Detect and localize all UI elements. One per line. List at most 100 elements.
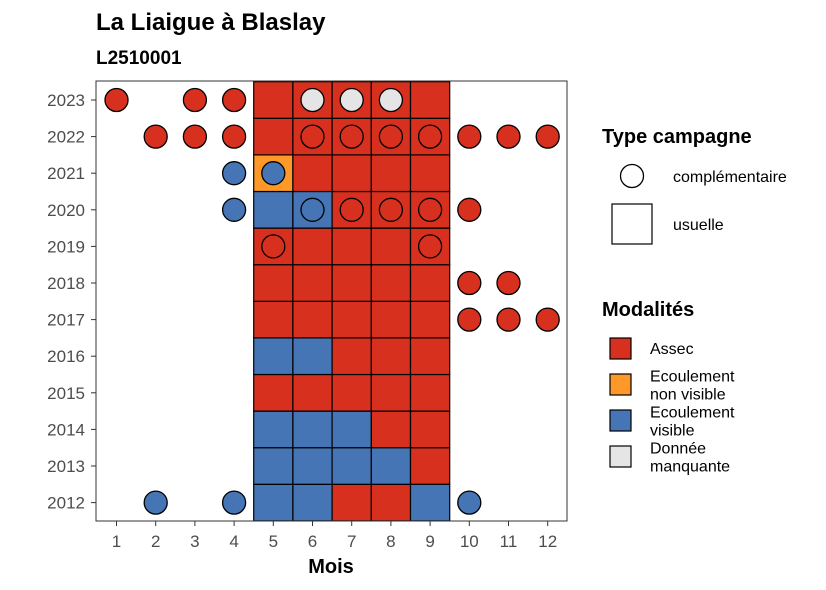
tile-2022-6 [292,117,333,156]
legend-label-ecoulement-visible: Ecoulement [650,405,735,422]
point-2023-3 [182,87,208,113]
legend-square-key [611,203,653,245]
legend-label-ecoulement-visible: visible [650,423,695,440]
point-2022-3 [182,124,208,149]
tile-2017-8 [370,300,412,339]
point-2022-11 [496,124,521,149]
x-tick-label: 3 [190,532,199,551]
y-tick-label: 2016 [47,347,85,366]
point-2023-7 [339,87,364,113]
tile-2017-6 [292,300,333,339]
x-tick-label: 6 [308,532,317,551]
tile-2015-9 [409,373,451,412]
y-tick-label: 2020 [47,201,85,220]
x-tick-label: 4 [229,532,238,551]
tile-2023-9 [409,81,451,119]
tile-2021-9 [409,154,451,193]
x-tick-label: 12 [538,532,557,551]
x-tick-label: 5 [269,532,278,551]
y-tick-label: 2018 [47,274,85,293]
tile-2013-6 [292,447,333,485]
tile-2021-8 [370,154,412,193]
tile-2020-5 [253,190,294,229]
x-tick-label: 2 [151,532,160,551]
legend-key-ecoulement-visible [609,409,632,432]
y-tick-label: 2015 [47,384,85,403]
point-2019-9 [417,234,443,259]
x-tick-label: 11 [500,532,518,551]
point-2023-6 [300,87,325,113]
point-2012-2 [143,490,168,515]
point-2023-1 [104,87,129,113]
tile-2021-6 [292,154,333,193]
y-tick-label: 2013 [47,457,85,476]
legend-label-donn-e-manquante: manquante [650,459,730,476]
tile-2015-5 [253,373,294,412]
tile-2013-9 [409,447,451,485]
point-2017-11 [496,307,521,332]
point-2022-4 [221,124,247,149]
point-2017-10 [457,307,482,332]
tile-2016-6 [292,337,333,376]
point-2012-10 [457,490,482,515]
legend-key-donn-e-manquante [609,445,632,468]
tile-2018-5 [253,264,294,302]
legend-label-donn-e-manquante: Donnée [650,441,706,458]
tile-2016-5 [253,337,294,376]
point-2022-9 [417,124,443,149]
usuelle-tiles [253,81,451,522]
y-tick-label: 2014 [47,420,85,439]
point-2019-5 [261,234,286,259]
point-2020-6 [300,197,325,222]
point-2020-9 [417,197,443,222]
tile-2017-7 [331,300,372,339]
legend-type-campagne: Type campagne complémentaire usuelle [602,126,787,245]
x-tick-label: 10 [460,532,479,551]
tile-2018-7 [331,264,372,302]
tile-2018-6 [292,264,333,302]
x-axis-title: Mois [308,556,354,578]
tile-2021-7 [331,154,372,193]
tile-2015-8 [370,373,412,412]
tile-2013-8 [370,447,412,485]
x-tick-label: 9 [425,532,434,551]
complementaire-points [104,87,560,515]
point-2018-10 [457,270,482,296]
y-tick-label: 2017 [47,311,85,330]
tile-2014-8 [370,410,412,449]
legend-key-assec [609,337,632,360]
tile-2012-8 [370,483,412,522]
point-2020-4 [221,197,247,222]
point-2017-12 [535,307,560,332]
y-tick-label: 2022 [47,128,85,147]
x-tick-label: 7 [347,532,356,551]
tile-2022-5 [253,117,294,156]
tile-2016-7 [331,337,372,376]
y-axis: 2012 2013 2014 2015 2016 2017 2018 2019 2020 2021… [47,91,96,513]
x-tick-label: 8 [386,532,395,551]
y-tick-label: 2012 [47,494,85,513]
point-2022-2 [143,124,168,149]
legend-key-ecoulement-non-visible [609,373,632,396]
x-axis: 1 2 3 4 5 6 7 8 9 10 11 12 [112,521,557,551]
tile-2023-7 [331,81,372,119]
tile-2018-8 [370,264,412,302]
legend-circle-key [619,163,645,189]
tile-2019-7 [331,227,372,266]
tile-2017-9 [409,300,451,339]
legend-type-title: Type campagne [602,126,752,148]
point-2023-8 [378,87,404,113]
tile-2012-9 [409,483,451,522]
tile-2023-5 [253,81,294,119]
tile-2019-6 [292,227,333,266]
point-2020-7 [339,197,364,222]
point-2022-6 [300,124,325,149]
legend-label-assec: Assec [650,341,694,358]
point-2012-4 [221,490,247,515]
point-2018-11 [496,270,521,296]
chart-subtitle: L2510001 [96,48,182,69]
tile-2016-9 [409,337,451,376]
tile-2012-7 [331,483,372,522]
